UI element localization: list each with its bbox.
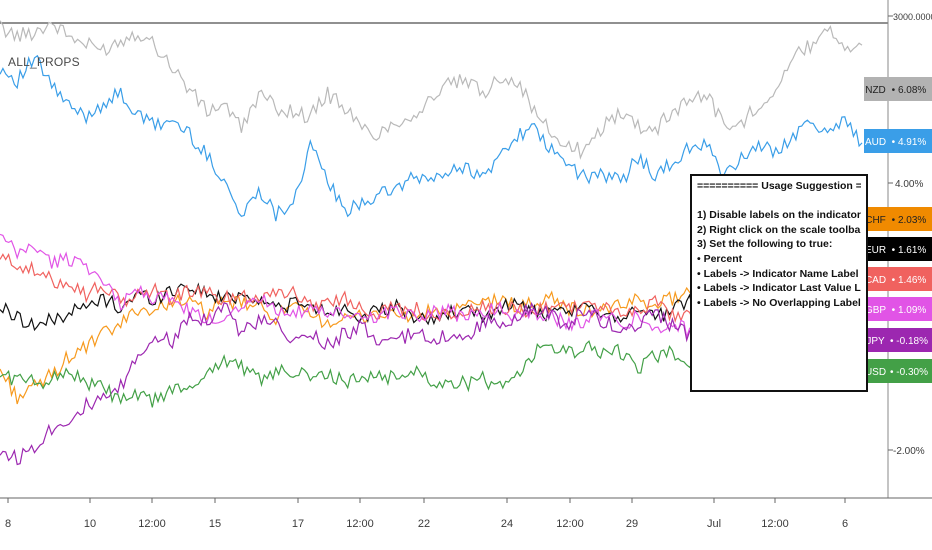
badge-aud: AUD • 4.91% — [864, 129, 932, 153]
x-tick-label: 17 — [292, 518, 304, 530]
usage-spacer — [697, 194, 861, 209]
badge-chf: CHF • 2.03% — [864, 207, 932, 231]
badge-gbp: GBP • 1.09% — [864, 297, 932, 321]
badge-name-label: CHF — [865, 215, 886, 226]
badge-jpy: JPY • -0.18% — [864, 328, 932, 352]
x-tick-label: 24 — [501, 518, 513, 530]
badge-name-bg — [864, 297, 887, 321]
usage-line: • Labels -> No Overlapping Labels — [697, 296, 861, 309]
badge-eur: EUR • 1.61% — [864, 237, 932, 261]
x-tick-label: 12:00 — [761, 518, 789, 530]
y-tick-label: -2.00% — [893, 446, 925, 457]
badge-value-bg — [887, 207, 932, 231]
x-tick-label: 22 — [418, 518, 430, 530]
x-tick-label: 8 — [5, 518, 11, 530]
badge-nzd: NZD • 6.08% — [864, 77, 932, 101]
badge-value-label: • 1.61% — [892, 245, 927, 256]
badge-name-label: EUR — [865, 245, 886, 256]
badge-value-bg — [887, 237, 932, 261]
badge-value-bg — [887, 267, 932, 291]
badge-name-label: GBP — [865, 305, 886, 316]
badge-value-label: • 1.46% — [892, 275, 927, 286]
badge-name-bg — [864, 237, 887, 261]
usage-line: • Labels -> Indicator Name Label — [697, 267, 859, 280]
badge-name-label: JPY — [866, 336, 885, 347]
indicator-title[interactable]: ALL_PROPS — [8, 55, 80, 69]
badge-value-bg — [887, 297, 932, 321]
badge-name-bg — [864, 359, 887, 383]
x-tick-label: Jul — [707, 518, 721, 530]
badge-name-bg — [864, 77, 887, 101]
badge-name-bg — [864, 267, 887, 291]
badge-name-label: NZD — [865, 85, 886, 96]
x-tick-label: 10 — [84, 518, 96, 530]
badge-name-bg — [864, 129, 887, 153]
badge-value-label: • -0.18% — [890, 336, 928, 347]
badge-value-label: • -0.30% — [890, 367, 928, 378]
usage-line: 1) Disable labels on the indicator — [697, 209, 861, 222]
badge-cad: CAD • 1.46% — [864, 267, 932, 291]
series-line-nzd — [0, 20, 863, 160]
series-line-aud — [0, 54, 863, 222]
x-tick-label: 12:00 — [346, 518, 374, 530]
x-tick-label: 6 — [842, 518, 848, 530]
usage-suggestion-box: ========== Usage Suggestion ========== 1… — [690, 174, 868, 392]
badge-value-bg — [887, 77, 932, 101]
badge-name-label: USD — [865, 367, 886, 378]
usage-heading: ========== Usage Suggestion ========== — [697, 180, 861, 192]
badge-value-label: • 6.08% — [892, 85, 927, 96]
usage-line: • Percent — [697, 252, 743, 265]
x-tick-label: 15 — [209, 518, 221, 530]
badge-value-label: • 4.91% — [892, 137, 927, 148]
badge-name-label: CAD — [865, 275, 886, 286]
x-tick-label: 12:00 — [138, 518, 166, 530]
x-axis-ticks: 8 10 12:00 15 17 12:00 22 24 12:00 29 Jul 12:00 6 — [5, 498, 848, 530]
usage-line: 2) Right click on the scale toolbar ----… — [697, 223, 861, 236]
badge-value-label: • 2.03% — [892, 215, 927, 226]
last-value-badges: NZD • 6.08% AUD • 4.91% CHF • 2.03% EUR • 1.61%… — [864, 77, 932, 383]
badge-name-label: AUD — [865, 137, 886, 148]
y-tick-label: 3000.00000 — [893, 12, 932, 22]
x-tick-label: 29 — [626, 518, 638, 530]
badge-value-bg — [887, 328, 932, 352]
usage-line: 3) Set the following to true: — [697, 238, 833, 251]
x-tick-label: 12:00 — [556, 518, 584, 530]
badge-usd: USD • -0.30% — [864, 359, 932, 383]
badge-value-bg — [887, 129, 932, 153]
usage-line: • Labels -> Indicator Last Value Label — [697, 282, 861, 295]
badge-name-bg — [864, 207, 887, 231]
badge-value-bg — [887, 359, 932, 383]
badge-value-label: • 1.09% — [892, 305, 927, 316]
y-tick-label: 4.00% — [895, 179, 923, 190]
badge-name-bg — [864, 328, 887, 352]
